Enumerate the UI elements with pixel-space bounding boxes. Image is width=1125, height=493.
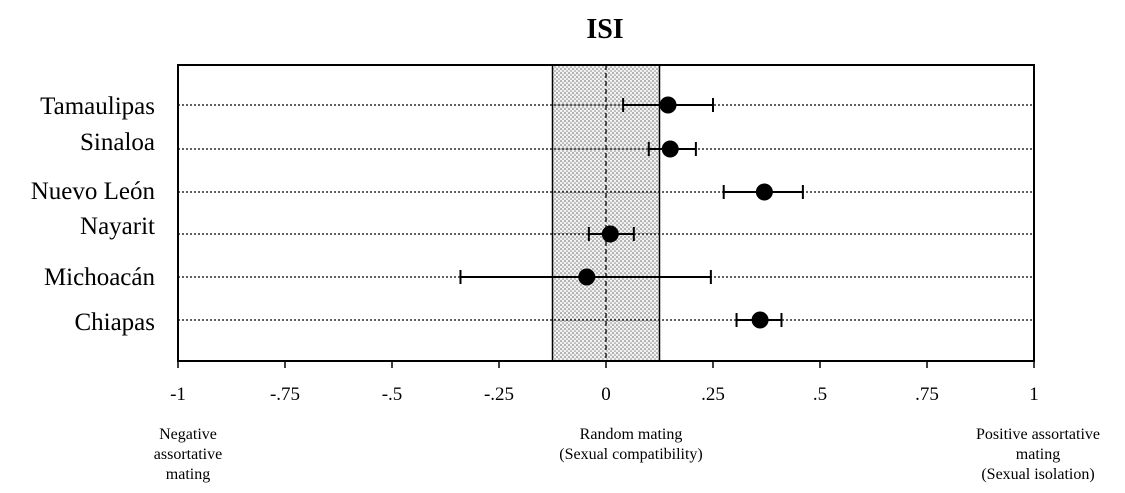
data-point xyxy=(601,225,619,243)
annotation-random-mating: (Sexual compatibility) xyxy=(559,446,703,463)
category-label: Tamaulipas xyxy=(40,93,155,120)
annotation-negative-assortative: assortative xyxy=(154,446,222,463)
data-point xyxy=(751,311,769,329)
random-mating-band-layer xyxy=(551,64,661,362)
data-point xyxy=(578,268,596,286)
data-point xyxy=(661,140,679,158)
x-tick-label: -.5 xyxy=(382,384,403,405)
x-tick-label: .75 xyxy=(915,384,939,405)
x-tick-label: 1 xyxy=(1029,384,1039,405)
chart-title: ISI xyxy=(586,14,623,45)
x-tick-label: -1 xyxy=(170,384,186,405)
annotation-random-mating: Random mating xyxy=(580,426,683,443)
x-tick-label: .5 xyxy=(813,384,827,405)
axis-layer: -1 -.75 -.5 -.25 0 .25 .5 .75 1 xyxy=(170,361,1039,405)
category-label: Sinaloa xyxy=(80,129,155,156)
data-point xyxy=(755,183,773,201)
category-label: Chiapas xyxy=(74,309,155,336)
annotation-positive-assortative: (Sexual isolation) xyxy=(981,466,1094,483)
annotation-negative-assortative: Negative xyxy=(159,426,217,443)
category-label: Nayarit xyxy=(80,213,155,240)
x-tick-label: -.25 xyxy=(484,384,514,405)
x-tick-label: 0 xyxy=(601,384,611,405)
annotation-positive-assortative: Positive assortative xyxy=(976,426,1100,443)
annotation-negative-assortative: mating xyxy=(166,466,210,483)
data-mark-layer: Tamaulipas Sinaloa Nuevo León Nayarit Michoa… xyxy=(31,93,804,336)
x-tick-label: .25 xyxy=(701,384,725,405)
annotation-layer: Negative assortative mating Random mating (S… xyxy=(154,426,1100,483)
category-label: Michoacán xyxy=(44,264,156,291)
annotation-positive-assortative: mating xyxy=(1016,446,1060,463)
category-label: Nuevo León xyxy=(31,178,156,205)
data-point xyxy=(659,96,677,114)
x-tick-label: -.75 xyxy=(270,384,300,405)
